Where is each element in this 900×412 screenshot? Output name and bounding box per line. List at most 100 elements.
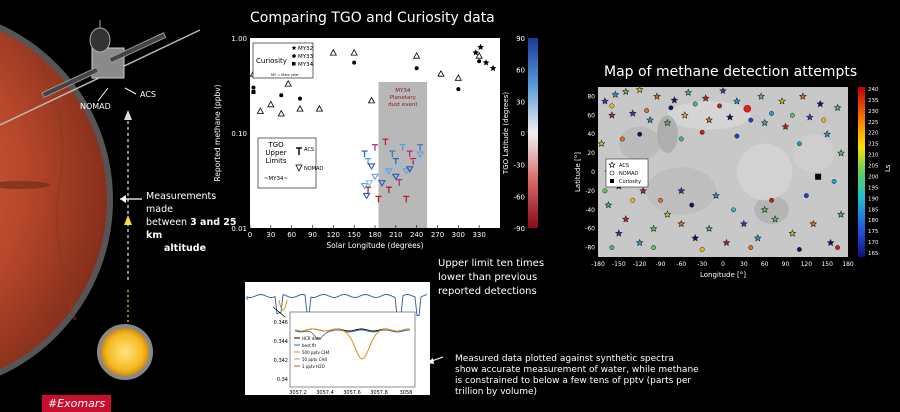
map-terrain bbox=[657, 115, 678, 154]
tgo-nomad-point bbox=[367, 163, 376, 171]
map-x-axis-label: Longitude [°] bbox=[700, 271, 746, 279]
ls-colorbar-tick-label: 195 bbox=[868, 185, 879, 191]
sun-icon bbox=[97, 324, 153, 380]
colorbar-tick-label: 60 bbox=[516, 67, 525, 75]
x-tick-label: 0 bbox=[248, 231, 252, 239]
map-acs-point bbox=[760, 118, 769, 127]
map-y-tick-label: -60 bbox=[585, 226, 595, 233]
map-terrain bbox=[754, 195, 789, 224]
x-tick-label: 150 bbox=[347, 231, 360, 239]
map-acs-point bbox=[604, 201, 613, 209]
spectra-x-tick-label: 3057.2 bbox=[289, 390, 307, 395]
map-x-tick-label: -120 bbox=[633, 261, 647, 268]
acs-label: ACS bbox=[140, 90, 156, 99]
spectra-y-tick-label: 0.342 bbox=[274, 358, 288, 364]
map-nomad-point bbox=[658, 197, 663, 203]
x-tick-label: 300 bbox=[452, 231, 465, 239]
curiosity-upper-limit-point bbox=[350, 48, 358, 56]
curiosity-legend bbox=[252, 42, 314, 79]
map-acs-point bbox=[778, 97, 786, 105]
map-acs-point bbox=[719, 86, 727, 95]
x-tick-label: 210 bbox=[389, 231, 402, 239]
map-legend-item: Curiosity bbox=[619, 179, 641, 185]
map-acs-point bbox=[726, 113, 734, 121]
x-tick-label: 330 bbox=[472, 231, 485, 239]
tgo-acs-point bbox=[406, 150, 413, 158]
x-tick-label: 90 bbox=[308, 231, 317, 239]
map-y-tick-label: 60 bbox=[587, 112, 595, 119]
map-acs-point bbox=[760, 205, 769, 214]
map-acs-point bbox=[733, 97, 741, 105]
map-x-tick-label: -90 bbox=[656, 261, 666, 268]
map-y-tick-label: -80 bbox=[585, 245, 595, 252]
map-acs-point bbox=[701, 94, 710, 102]
curiosity-my33-point bbox=[298, 96, 302, 101]
colorbar-tick-label: 90 bbox=[516, 35, 525, 43]
wide-methane-line bbox=[278, 299, 288, 311]
tgo-nomad-point bbox=[412, 159, 421, 166]
map-acs-point bbox=[816, 99, 825, 108]
map-y-tick-label: -20 bbox=[585, 188, 595, 195]
map-nomad-point bbox=[602, 188, 608, 194]
map-acs-point bbox=[771, 215, 779, 223]
curiosity-my32-point bbox=[489, 64, 497, 72]
curiosity-my32-point bbox=[472, 49, 479, 56]
map-acs-point bbox=[621, 215, 630, 223]
upper-limit-annotation: Upper limit ten times lower than previou… bbox=[438, 258, 545, 297]
tgo-acs-point bbox=[385, 186, 392, 194]
curiosity-upper-limit-point bbox=[267, 100, 275, 108]
map-acs-point bbox=[608, 111, 616, 119]
map-nomad-point bbox=[619, 136, 625, 142]
x-tick-label: 270 bbox=[431, 231, 444, 239]
map-x-tick-label: 60 bbox=[761, 261, 769, 268]
map-nomad-point bbox=[769, 110, 775, 116]
map-legend-item: ACS bbox=[619, 163, 629, 169]
x-tick-label: 240 bbox=[410, 231, 423, 239]
ls-colorbar-tick-label: 210 bbox=[868, 153, 879, 159]
legend-nomad-icon bbox=[295, 164, 303, 172]
map-acs-point bbox=[677, 219, 686, 228]
colorbar-tick-label: -90 bbox=[514, 225, 525, 233]
map-acs-point bbox=[705, 224, 713, 232]
methane-map: -180 -150 -120 -90 -60 -30 0 30 60 90 120 150 180 80 6… bbox=[574, 85, 892, 279]
altitude-caption: Measurements made between 3 and 25 km al… bbox=[146, 191, 237, 254]
tgo-legend-subtitle: ~MY34~ bbox=[264, 176, 289, 182]
tgo-nomad-point bbox=[360, 182, 369, 190]
x-tick-label: 60 bbox=[287, 231, 296, 239]
curiosity-upper-limit-point bbox=[277, 109, 285, 117]
ls-colorbar-tick-label: 235 bbox=[868, 98, 879, 104]
map-acs-point bbox=[663, 210, 672, 218]
tgo-legend-title: Limits bbox=[266, 157, 287, 165]
curiosity-upper-limit-point bbox=[256, 107, 265, 114]
tgo-nomad-point bbox=[402, 168, 411, 175]
map-acs-point bbox=[753, 234, 762, 242]
curiosity-my32-point bbox=[477, 43, 484, 50]
ls-colorbar-tick-label: 230 bbox=[868, 109, 879, 115]
ls-colorbar-label: Ls bbox=[884, 164, 892, 172]
tgo-legend-item: NOMAD bbox=[304, 166, 323, 172]
map-nomad-point bbox=[651, 245, 657, 251]
map-nomad-point bbox=[803, 193, 809, 199]
map-acs-point bbox=[635, 85, 644, 94]
map-acs-point bbox=[663, 118, 672, 127]
colorbar-tick-label: 0 bbox=[521, 130, 525, 138]
spectra-y-tick-label: 0.34 bbox=[277, 377, 288, 383]
tgo-nomad-point bbox=[391, 173, 400, 181]
map-nomad-point bbox=[835, 245, 841, 251]
map-nomad-point bbox=[630, 197, 636, 203]
ls-colorbar-tick-label: 190 bbox=[868, 196, 879, 202]
curiosity-upper-limit-point bbox=[284, 79, 292, 87]
spectra-legend-item: 50 pptv CH4 bbox=[302, 357, 327, 362]
y-tick-label: 0.10 bbox=[231, 130, 247, 138]
y-tick-label: 1.00 bbox=[231, 35, 247, 43]
tgo-acs-point bbox=[399, 144, 406, 151]
map-acs-point bbox=[833, 103, 842, 112]
map-nomad-point bbox=[769, 197, 775, 203]
legend-square-icon bbox=[292, 62, 296, 66]
map-nomad-point bbox=[699, 246, 705, 252]
curiosity-upper-limit-point bbox=[315, 104, 324, 112]
map-nomad-point bbox=[748, 117, 754, 123]
map-acs-point bbox=[614, 229, 623, 237]
curiosity-my33-point bbox=[456, 87, 461, 92]
map-terrain bbox=[667, 101, 751, 130]
